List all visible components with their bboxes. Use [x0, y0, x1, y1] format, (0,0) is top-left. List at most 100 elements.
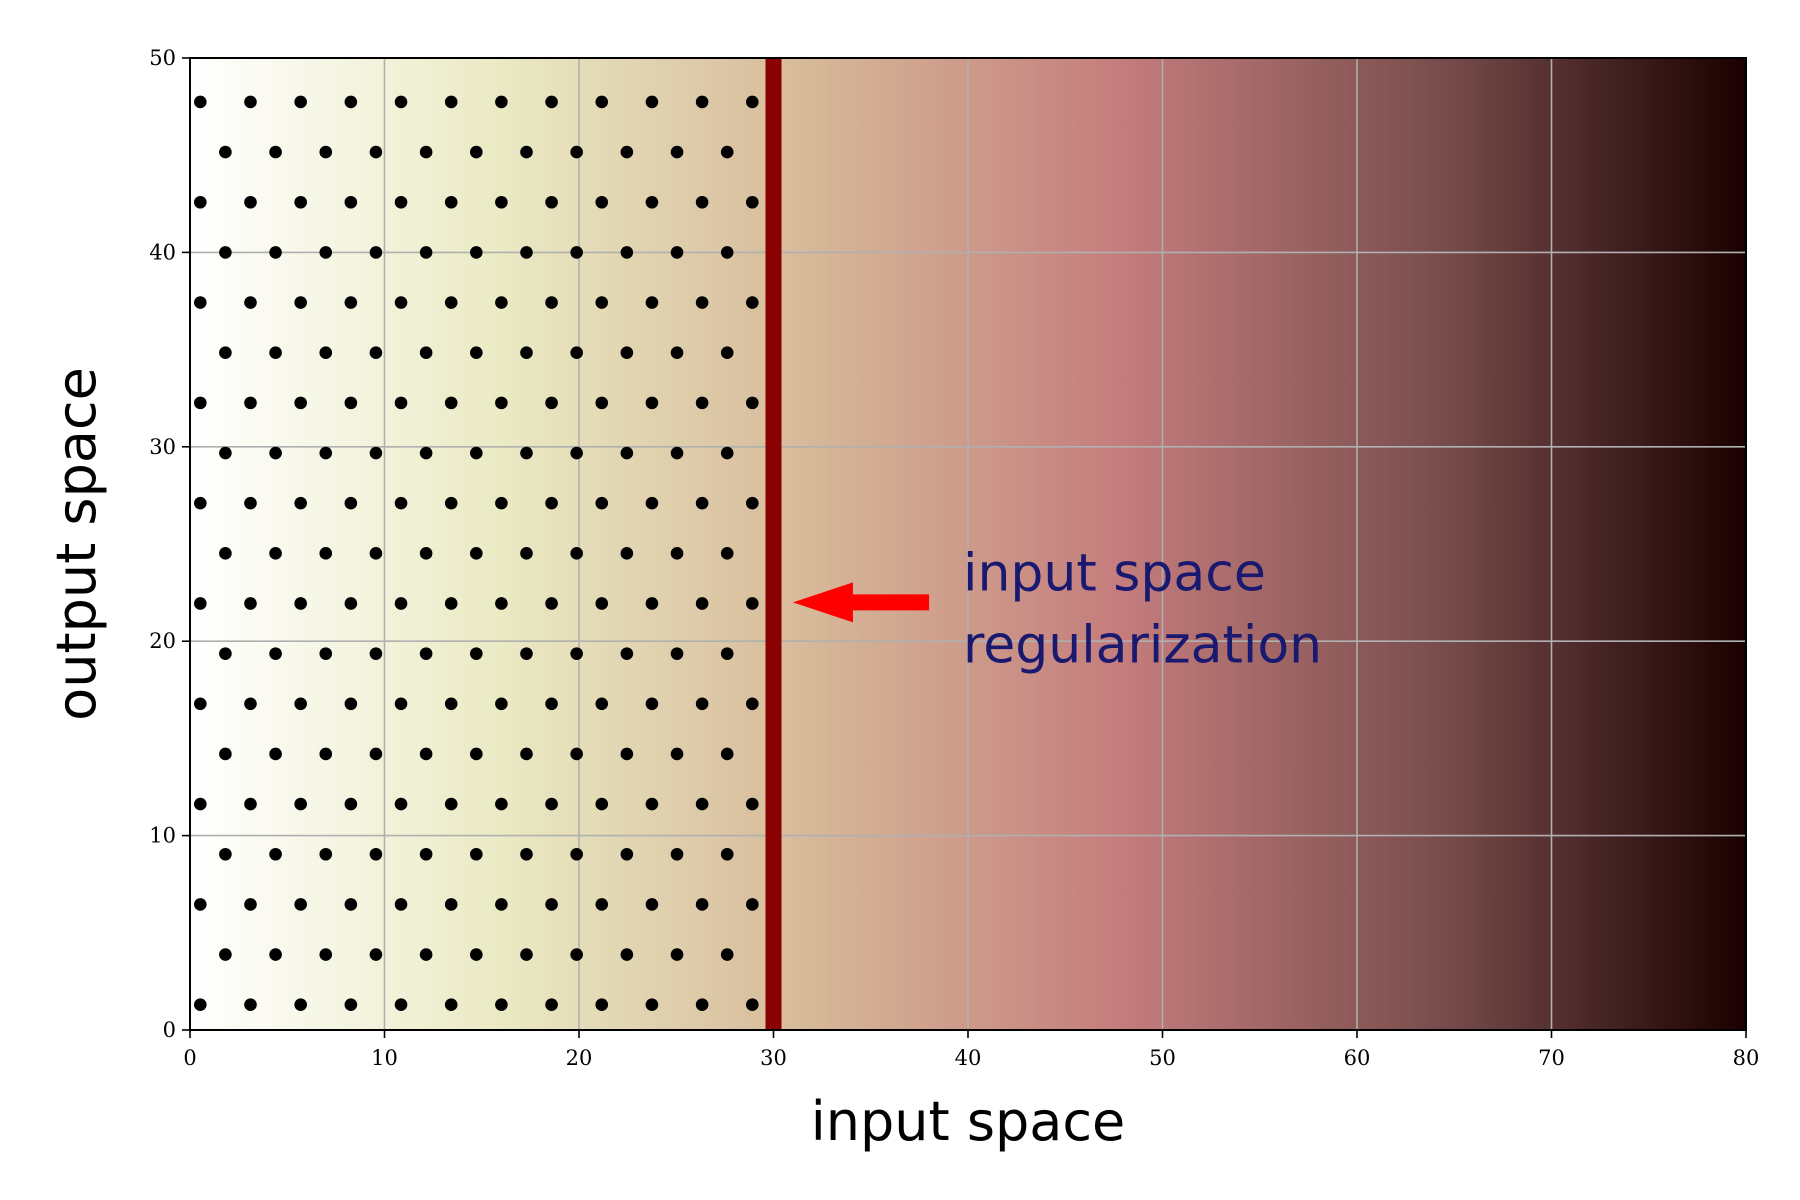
point — [294, 898, 307, 911]
point — [344, 195, 358, 209]
point — [670, 948, 684, 961]
point — [570, 346, 583, 360]
point — [244, 797, 257, 811]
point — [695, 797, 709, 811]
point — [695, 195, 709, 209]
point — [244, 898, 257, 911]
x-tick-label: 60 — [1344, 1046, 1371, 1070]
point — [570, 547, 583, 560]
point — [520, 747, 533, 761]
point — [595, 396, 609, 410]
y-tick-label: 0 — [163, 1018, 176, 1042]
point — [470, 747, 483, 761]
point — [269, 747, 282, 761]
x-tick-label: 10 — [371, 1046, 398, 1070]
point — [319, 948, 333, 961]
point — [620, 647, 634, 660]
point — [545, 95, 558, 109]
y-axis-label: output space — [45, 367, 108, 721]
point — [269, 446, 282, 460]
point — [695, 496, 709, 510]
point — [720, 246, 734, 259]
x-axis-label: input space — [811, 1090, 1125, 1153]
point — [495, 496, 508, 510]
point — [670, 145, 684, 159]
point — [645, 95, 659, 109]
annotation-text: regularization — [963, 615, 1322, 675]
point — [344, 496, 358, 510]
point — [369, 145, 383, 159]
point — [444, 797, 458, 811]
point — [570, 647, 583, 660]
point — [244, 195, 257, 209]
point — [595, 697, 609, 711]
point — [745, 396, 759, 410]
point — [745, 797, 759, 811]
point — [545, 697, 558, 711]
point — [394, 697, 408, 711]
y-tick-label: 30 — [149, 435, 176, 459]
point — [595, 797, 609, 811]
point — [720, 747, 734, 761]
point — [495, 797, 508, 811]
point — [720, 346, 734, 360]
point — [269, 647, 282, 660]
point — [244, 998, 257, 1012]
annotation-arrow — [792, 582, 930, 623]
point — [319, 647, 333, 660]
point — [595, 296, 609, 309]
point — [695, 396, 709, 410]
point — [745, 195, 759, 209]
point — [745, 296, 759, 309]
point — [219, 647, 232, 660]
point — [545, 998, 558, 1012]
x-tick-label: 20 — [566, 1046, 593, 1070]
point — [645, 597, 659, 610]
point — [620, 948, 634, 961]
point — [720, 145, 734, 159]
point — [670, 246, 684, 259]
x-tick-label: 50 — [1149, 1046, 1176, 1070]
point — [344, 797, 358, 811]
point — [194, 898, 207, 911]
point — [419, 547, 433, 560]
point — [269, 948, 282, 961]
point — [620, 747, 634, 761]
point — [545, 597, 558, 610]
point — [545, 296, 558, 309]
point — [595, 597, 609, 610]
point — [495, 597, 508, 610]
point — [294, 396, 307, 410]
point — [194, 597, 207, 610]
point — [695, 597, 709, 610]
point — [495, 898, 508, 911]
point — [520, 547, 533, 560]
point — [520, 446, 533, 460]
point — [595, 998, 609, 1012]
point — [244, 95, 257, 109]
point — [269, 547, 282, 560]
point — [344, 597, 358, 610]
point — [294, 797, 307, 811]
point — [720, 647, 734, 660]
point — [670, 647, 684, 660]
point — [194, 95, 207, 109]
x-tick-label: 40 — [955, 1046, 982, 1070]
point — [670, 747, 684, 761]
point — [219, 847, 232, 861]
point — [344, 898, 358, 911]
point — [219, 948, 232, 961]
point — [194, 195, 207, 209]
point — [645, 496, 659, 510]
point — [745, 998, 759, 1012]
point — [444, 898, 458, 911]
point — [319, 747, 333, 761]
point — [670, 547, 684, 560]
point — [745, 496, 759, 510]
point — [369, 246, 383, 259]
x-tick-label: 0 — [183, 1046, 196, 1070]
point — [745, 898, 759, 911]
point — [394, 797, 408, 811]
